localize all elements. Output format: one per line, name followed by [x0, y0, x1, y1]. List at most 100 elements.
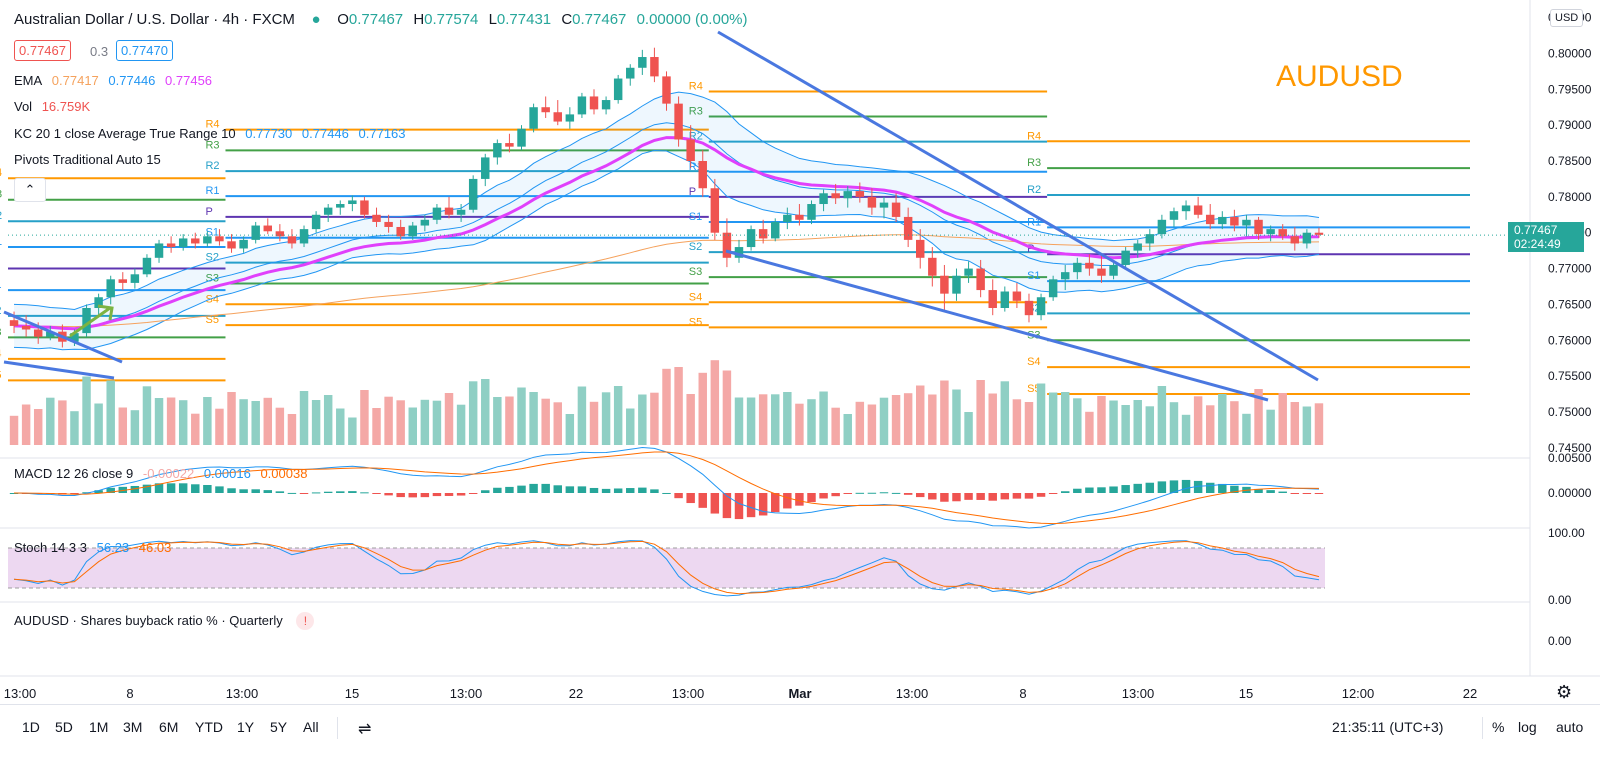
volume-bar	[1060, 392, 1070, 445]
macd-hist-bar	[348, 491, 357, 493]
candle-body	[867, 196, 877, 208]
symbol-watermark: AUDUSD	[1276, 60, 1403, 93]
macd-hist-bar	[1314, 493, 1324, 494]
candle-body	[444, 207, 454, 215]
candle-body	[106, 279, 115, 298]
timeframe-5d[interactable]: 5D	[55, 719, 73, 735]
candle-body	[674, 103, 683, 140]
macd-hist-bar	[916, 493, 925, 498]
time-tick-label: 13:00	[672, 686, 705, 701]
volume-bar	[505, 396, 514, 445]
timeframe-6m[interactable]: 6M	[159, 719, 179, 735]
macd-hist-bar	[831, 493, 840, 497]
collapse-legend-button[interactable]: ⌃	[14, 178, 46, 202]
date-range-icon[interactable]: ⇌	[358, 721, 372, 738]
candle-body	[456, 209, 466, 215]
macd-hist-bar	[203, 484, 212, 493]
pivots-legend[interactable]: Pivots Traditional Auto 15	[14, 152, 167, 167]
volume-bar	[795, 403, 804, 445]
macd-hist-bar	[166, 483, 176, 493]
macd-hist-bar	[638, 487, 647, 493]
buyback-legend[interactable]: AUDUSD · Shares buyback ratio % · Quarte…	[14, 612, 315, 630]
price-tick-label: 0.76500	[1548, 297, 1592, 311]
volume-bar	[976, 380, 985, 445]
volume-bar	[626, 408, 635, 445]
timeframe-3m[interactable]: 3M	[123, 719, 143, 735]
macd-hist-bar	[879, 492, 889, 494]
vol-legend[interactable]: Vol 16.759K	[14, 99, 96, 114]
ohlc-c: 0.77467	[572, 11, 627, 28]
kc-legend[interactable]: KC 20 1 close Average True Range 10 0.77…	[14, 126, 412, 141]
auto-scale-button[interactable]: auto	[1556, 719, 1584, 735]
candle-body	[1278, 229, 1287, 237]
timeframe-1d[interactable]: 1D	[22, 719, 40, 735]
pivot-label-p: P	[1027, 243, 1034, 255]
ohlc-h: 0.77574	[424, 11, 479, 28]
macd-hist-bar	[1169, 480, 1179, 493]
time-tick-label: 15	[1239, 686, 1253, 701]
volume-bar	[348, 417, 357, 445]
macd-hist-bar	[758, 493, 768, 516]
macd-tick-label: 0.00000	[1548, 486, 1592, 500]
timeframe-1y[interactable]: 1Y	[237, 719, 255, 735]
volume-bar	[21, 404, 31, 445]
timeframe-1m[interactable]: 1M	[89, 719, 109, 735]
symbol-title[interactable]: Australian Dollar / U.S. Dollar · 4h · F…	[14, 11, 295, 28]
volume-bar	[1024, 402, 1034, 445]
timeframe-5y[interactable]: 5Y	[270, 719, 288, 735]
timeframe-ytd[interactable]: YTD	[195, 719, 223, 735]
time-tick-label: 13:00	[1122, 686, 1155, 701]
candle-body	[807, 204, 816, 220]
macd-hist-bar	[1000, 493, 1010, 500]
candle-body	[227, 241, 236, 249]
volume-bar	[33, 409, 43, 445]
vol-value: 16.759K	[41, 99, 91, 114]
macd-hist-bar	[372, 493, 381, 494]
log-scale-button[interactable]: log	[1518, 719, 1537, 735]
macd-hist-bar	[529, 483, 538, 493]
percent-scale-button[interactable]: %	[1492, 719, 1505, 735]
volume-bar	[130, 410, 140, 445]
volume-bar	[529, 392, 538, 445]
ema-value-2: 0.77446	[108, 73, 156, 88]
volume-bar	[988, 393, 997, 445]
volume-bar	[1278, 393, 1287, 445]
clock-timezone[interactable]: 21:35:11 (UTC+3)	[1332, 719, 1444, 735]
stoch-band-fill	[8, 548, 1325, 588]
timeframe-all[interactable]: All	[303, 719, 319, 735]
volume-bar	[541, 398, 550, 445]
macd-legend[interactable]: MACD 12 26 close 9 -0.00022 0.00016 0.00…	[14, 466, 313, 481]
ohlc-o-label: O	[337, 11, 349, 28]
volume-bar	[251, 401, 260, 445]
buy-price-button[interactable]: 0.77470	[116, 40, 173, 61]
gear-icon[interactable]: ⚙	[1556, 682, 1573, 702]
stoch-pane: 100.00 0.00	[8, 526, 1585, 607]
candle-body	[154, 243, 164, 258]
pivot-label-s5: S5	[689, 316, 702, 328]
candle-body	[142, 257, 152, 275]
volume-bar	[807, 399, 816, 445]
ema-legend[interactable]: EMA 0.77417 0.77446 0.77456	[14, 73, 218, 88]
macd-hist-bar	[1145, 482, 1155, 493]
macd-hist-bar	[215, 486, 224, 493]
candle-body	[650, 57, 659, 77]
macd-hist-bar	[867, 492, 877, 494]
price-tick-label: 0.76000	[1548, 333, 1592, 347]
stoch-legend[interactable]: Stoch 14 3 3 56.23 46.03	[14, 540, 177, 555]
volume-bar	[698, 372, 707, 445]
macd-hist-bar	[444, 493, 454, 496]
sell-price-button[interactable]: 0.77467	[14, 40, 71, 61]
pivot-label-r4: R4	[0, 167, 2, 179]
currency-button[interactable]: USD	[1550, 9, 1584, 27]
pivot-label-s4: S4	[689, 291, 702, 303]
pivot-label-r3: R3	[0, 189, 2, 201]
warning-icon[interactable]: !	[296, 612, 315, 630]
pivot-label-s3: S3	[689, 266, 702, 278]
candle-body	[263, 225, 273, 232]
time-tick-label: 8	[126, 686, 133, 701]
pivot-label-r4: R4	[1027, 130, 1041, 142]
volume-bar	[891, 395, 901, 445]
candle-body	[1133, 243, 1142, 251]
candles	[9, 47, 1324, 348]
candle-body	[1157, 219, 1167, 235]
